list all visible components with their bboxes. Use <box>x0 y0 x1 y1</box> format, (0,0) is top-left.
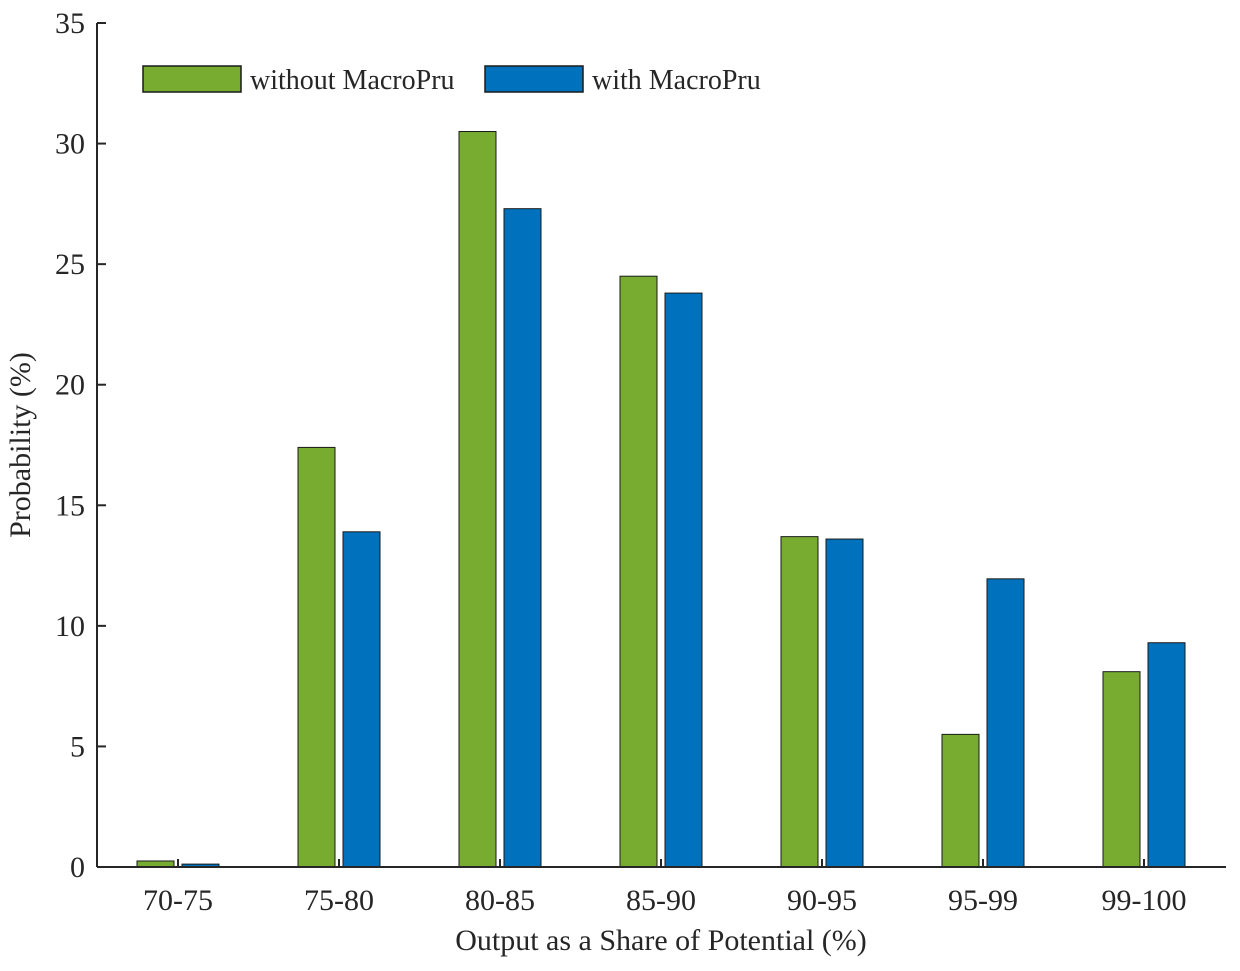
y-tick-label: 25 <box>55 248 85 281</box>
x-tick-label: 90-95 <box>787 884 857 917</box>
y-tick-label: 5 <box>70 730 85 763</box>
y-tick-label: 30 <box>55 128 85 161</box>
x-tick-label: 99-100 <box>1102 884 1187 917</box>
y-tick-label: 10 <box>55 610 85 643</box>
bar-with-macropru-95-99 <box>986 578 1025 868</box>
axes: 70-75 75-80 80-85 85-90 90-95 95-99 99-100 0 5 10… <box>55 7 1226 917</box>
x-tick-label: 95-99 <box>948 884 1018 917</box>
bar-without-macropru-85-90 <box>619 275 658 868</box>
x-tick-label: 70-75 <box>143 884 213 917</box>
bar-without-macropru-90-95 <box>780 536 819 868</box>
legend-label-without-macropru: without MacroPru <box>250 65 455 96</box>
bar-with-macropru-90-95 <box>825 538 864 868</box>
bar-with-macropru-80-85 <box>503 208 542 868</box>
x-tick-label: 75-80 <box>304 884 374 917</box>
bar-with-macropru-85-90 <box>664 292 703 868</box>
x-tick-label: 85-90 <box>626 884 696 917</box>
y-tick-label: 0 <box>70 851 85 884</box>
bar-with-macropru-99-100 <box>1147 642 1186 868</box>
bar-without-macropru-99-100 <box>1102 671 1141 868</box>
x-axis-label: Output as a Share of Potential (%) <box>455 924 867 957</box>
bars <box>136 131 1186 868</box>
bar-without-macropru-75-80 <box>297 446 336 868</box>
bar-with-macropru-75-80 <box>342 531 381 868</box>
legend: without MacroPru with MacroPru <box>142 65 761 96</box>
y-tick-label: 35 <box>55 7 85 40</box>
legend-swatch-with-macropru <box>484 65 584 93</box>
bar-without-macropru-80-85 <box>458 131 497 868</box>
y-tick-label: 20 <box>55 369 85 402</box>
legend-label-with-macropru: with MacroPru <box>592 65 761 96</box>
y-tick-label: 15 <box>55 489 85 522</box>
legend-swatch-without-macropru <box>142 65 242 93</box>
bar-without-macropru-95-99 <box>941 733 980 868</box>
x-tick-label: 80-85 <box>465 884 535 917</box>
y-axis-label: Probability (%) <box>4 352 37 538</box>
